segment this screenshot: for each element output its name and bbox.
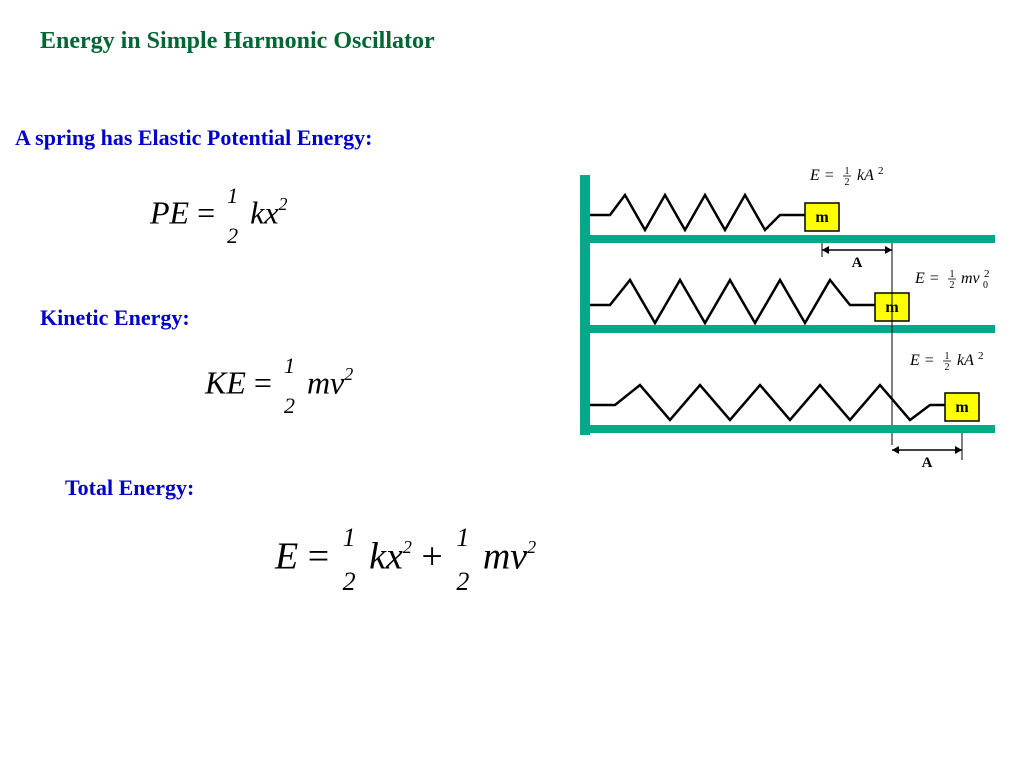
diagram-eq-3: E = [909,352,935,369]
svg-text:kA: kA [857,167,874,184]
pe-label: A spring has Elastic Potential Energy: [15,125,373,151]
diagram-eq-2: E = [914,270,940,287]
mass-1-label: m [815,209,829,226]
ke-var: mv [307,364,344,400]
spring-diagram: m A E = 1 2 kA 2 m E = 1 2 mv 2 0 m A E … [575,165,1005,475]
page-title: Energy in Simple Harmonic Oscillator [40,28,435,55]
pe-exp: 2 [279,194,288,214]
pe-lhs: PE [150,194,189,230]
svg-text:2: 2 [845,177,850,188]
spring-1 [590,195,805,230]
te-exp2: 2 [527,537,536,557]
svg-text:1: 1 [845,166,850,177]
svg-text:1: 1 [950,269,955,280]
mass-3-label: m [955,399,969,416]
amplitude-3-label: A [922,455,933,471]
svg-text:1: 1 [945,351,950,362]
svg-text:kA: kA [957,352,974,369]
te-exp1: 2 [403,537,412,557]
te-equation: E = 12 kx2 + 12 mv2 [275,525,536,595]
ke-label: Kinetic Energy: [40,305,190,331]
te-lhs: E [275,536,298,578]
te-label: Total Energy: [65,475,194,501]
wall [580,175,590,435]
diagram-eq-1: E = [809,167,835,184]
svg-text:2: 2 [878,165,884,177]
ke-exp: 2 [344,364,353,384]
spring-2 [590,280,875,323]
ke-equation: KE = 12 mv2 [205,355,353,417]
svg-text:mv: mv [961,270,981,287]
te-var2: mv [483,536,527,578]
svg-text:2: 2 [978,350,984,362]
surface-2 [580,325,995,333]
surface-1 [580,235,995,243]
ke-lhs: KE [205,364,246,400]
te-var1: kx [369,536,403,578]
surface-3 [580,425,995,433]
pe-equation: PE = 12 kx2 [150,185,288,247]
amplitude-1-label: A [852,255,863,271]
svg-text:2: 2 [945,362,950,373]
svg-text:2: 2 [950,280,955,291]
pe-var: kx [250,194,278,230]
svg-text:0: 0 [983,280,988,291]
svg-text:2: 2 [984,268,990,280]
